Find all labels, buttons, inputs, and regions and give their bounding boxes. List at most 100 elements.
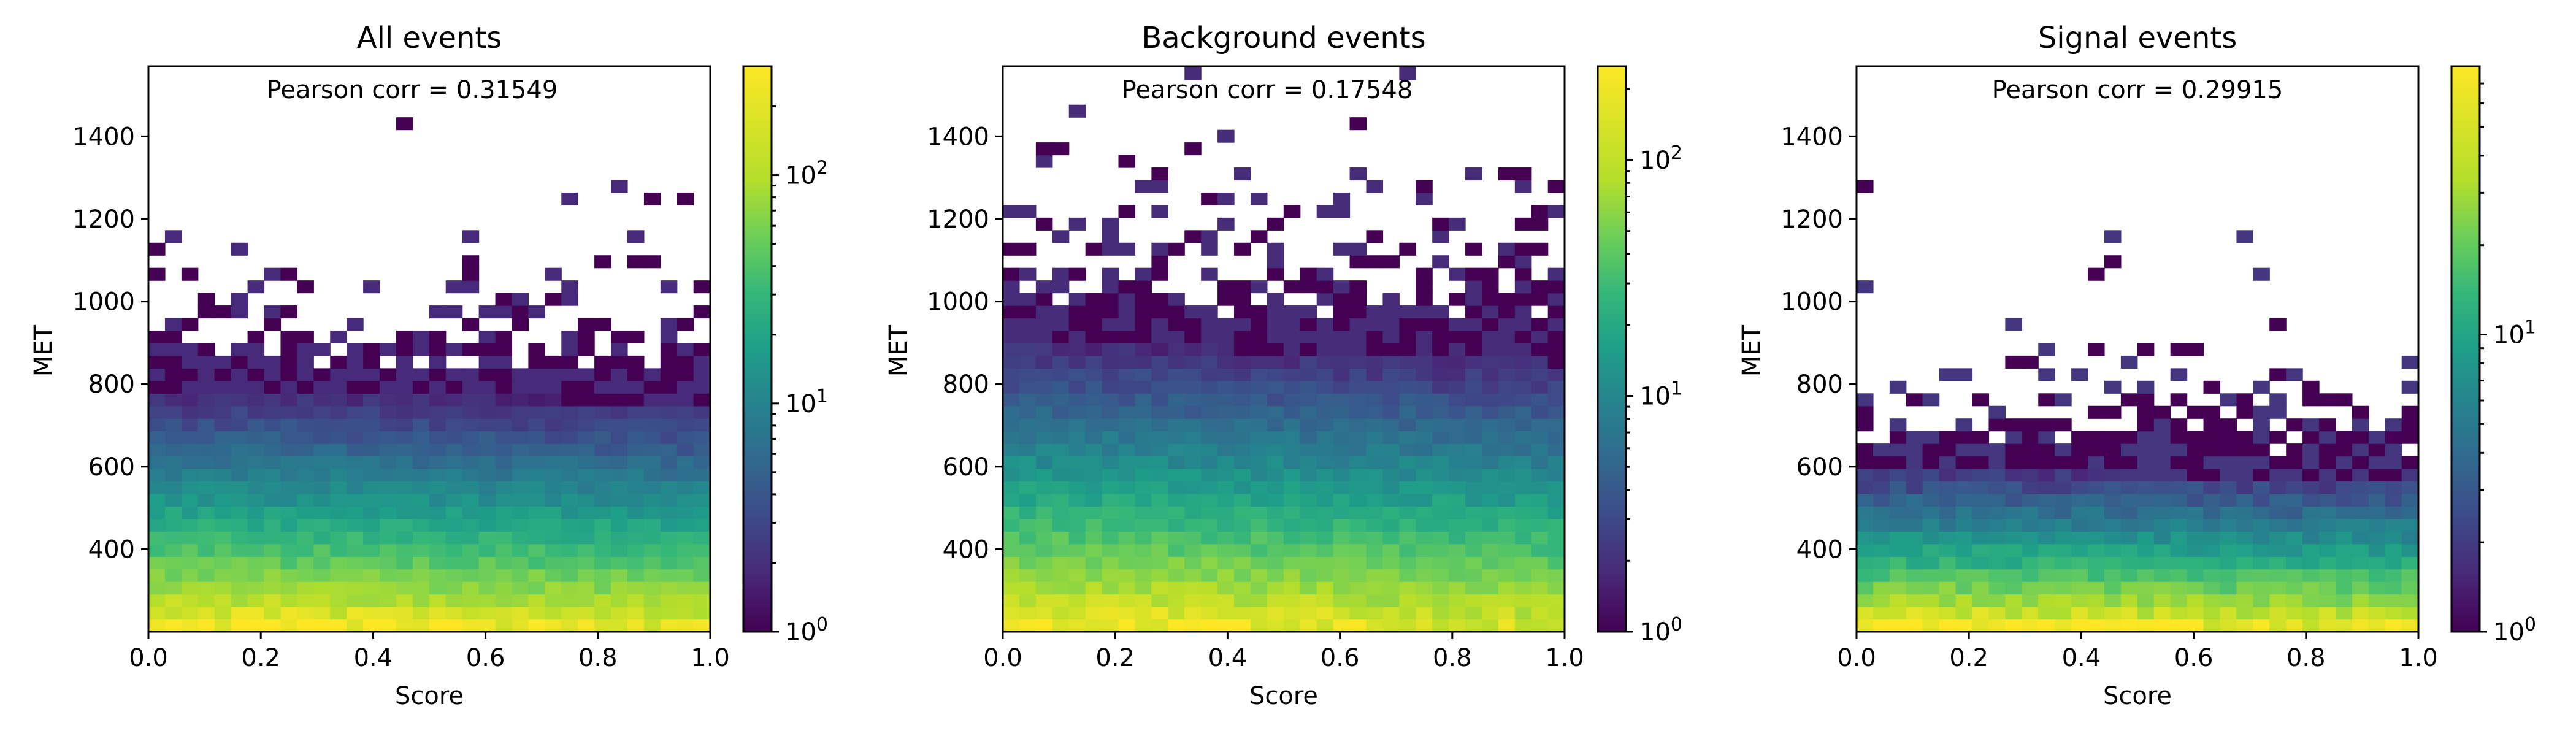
heatmap-cell — [2104, 556, 2122, 570]
heatmap-cell — [1035, 443, 1053, 457]
heatmap-cell — [2005, 443, 2022, 457]
heatmap-cell — [2088, 518, 2105, 532]
heatmap-cell — [2203, 518, 2221, 532]
heatmap-cell — [1939, 368, 1957, 381]
heatmap-cell — [297, 518, 314, 532]
heatmap-cell — [313, 469, 331, 482]
heatmap-cell — [1052, 305, 1070, 319]
heatmap-cell — [1465, 405, 1482, 419]
heatmap-cell — [545, 531, 562, 545]
heatmap-cell — [512, 368, 529, 381]
heatmap-cell — [1481, 569, 1499, 582]
heatmap-cell — [1399, 481, 1416, 494]
heatmap-cell — [2055, 619, 2072, 632]
heatmap-cell — [363, 531, 380, 545]
heatmap-cell — [677, 581, 694, 595]
heatmap-cell — [643, 456, 661, 469]
heatmap-cell — [1955, 469, 1973, 482]
heatmap-cell — [693, 368, 711, 381]
heatmap-cell — [495, 493, 513, 507]
heatmap-cell — [231, 481, 248, 494]
heatmap-cell — [396, 380, 413, 394]
heatmap-cell — [1498, 431, 1516, 444]
heatmap-cell — [1531, 380, 1549, 394]
heatmap-cell — [2088, 594, 2105, 607]
heatmap-cell — [2104, 619, 2122, 632]
heatmap-cell — [1939, 594, 1957, 607]
heatmap-cell — [2203, 619, 2221, 632]
heatmap-cell — [2401, 456, 2419, 469]
heatmap-cell — [693, 556, 711, 570]
heatmap-cell — [1481, 456, 1499, 469]
heatmap-cell — [545, 607, 562, 620]
heatmap-cell — [1267, 355, 1284, 369]
heatmap-cell — [1399, 242, 1416, 256]
heatmap-cell — [594, 594, 611, 607]
heatmap-cell — [1283, 393, 1301, 407]
heatmap-cell — [164, 594, 182, 607]
heatmap-cell — [1922, 531, 1940, 545]
heatmap-cell — [429, 343, 447, 356]
heatmap-cell — [1857, 531, 1874, 545]
heatmap-cell — [2153, 418, 2171, 432]
heatmap-cell — [1250, 607, 1268, 620]
heatmap-cell — [545, 405, 562, 419]
heatmap-cell — [1102, 242, 1119, 256]
heatmap-cell — [280, 431, 297, 444]
x-tick-label: 0.4 — [1208, 644, 1248, 672]
heatmap-cell — [2005, 493, 2022, 507]
heatmap-cell — [1514, 469, 1532, 482]
heatmap-cell — [429, 594, 447, 607]
heatmap-cell — [2286, 531, 2303, 545]
heatmap-cell — [1449, 594, 1466, 607]
heatmap-cell — [1019, 543, 1037, 557]
heatmap-cell — [660, 343, 678, 356]
heatmap-cell — [2220, 418, 2237, 432]
heatmap-cell — [280, 481, 297, 494]
heatmap-cell — [561, 393, 578, 407]
heatmap-cell — [561, 380, 578, 394]
heatmap-cell — [1234, 518, 1251, 532]
heatmap-cell — [1168, 443, 1185, 457]
heatmap-cell — [2187, 405, 2204, 419]
heatmap-cell — [2120, 443, 2138, 457]
y-tick-label: 800 — [1796, 370, 1843, 399]
heatmap-cell — [1514, 443, 1532, 457]
heatmap-cell — [313, 594, 331, 607]
heatmap-cell — [1333, 380, 1351, 394]
heatmap-cell — [1333, 493, 1351, 507]
heatmap-cell — [2335, 443, 2353, 457]
heatmap-cell — [1068, 380, 1086, 394]
heatmap-cell — [1019, 205, 1037, 218]
heatmap-cell — [1333, 594, 1351, 607]
heatmap-cell — [1283, 330, 1301, 344]
heatmap-cell — [1019, 569, 1037, 582]
heatmap-cell — [1168, 368, 1185, 381]
heatmap-cell — [2088, 456, 2105, 469]
heatmap-cell — [1316, 569, 1334, 582]
heatmap-cell — [2203, 405, 2221, 419]
heatmap-cell — [2170, 619, 2188, 632]
heatmap-cell — [1019, 619, 1037, 632]
heatmap-cell — [1988, 543, 2006, 557]
heatmap-cell — [627, 255, 645, 269]
heatmap-cell — [1035, 594, 1053, 607]
heatmap-cell — [313, 569, 331, 582]
heatmap-cell — [643, 543, 661, 557]
heatmap-cell — [347, 380, 364, 394]
heatmap-cell — [1449, 393, 1466, 407]
heatmap-cell — [1955, 431, 1973, 444]
heatmap-cell — [1300, 267, 1317, 281]
heatmap-cell — [2269, 556, 2287, 570]
heatmap-cell — [1019, 368, 1037, 381]
heatmap-cell — [1052, 456, 1070, 469]
heatmap-cell — [1102, 619, 1119, 632]
heatmap-cell — [1465, 581, 1482, 595]
heatmap-cell — [611, 431, 628, 444]
heatmap-cell — [1316, 518, 1334, 532]
heatmap-cell — [1283, 594, 1301, 607]
pearson-annotation: Pearson corr = 0.17548 — [1122, 76, 1413, 104]
heatmap-cell — [1349, 280, 1367, 294]
